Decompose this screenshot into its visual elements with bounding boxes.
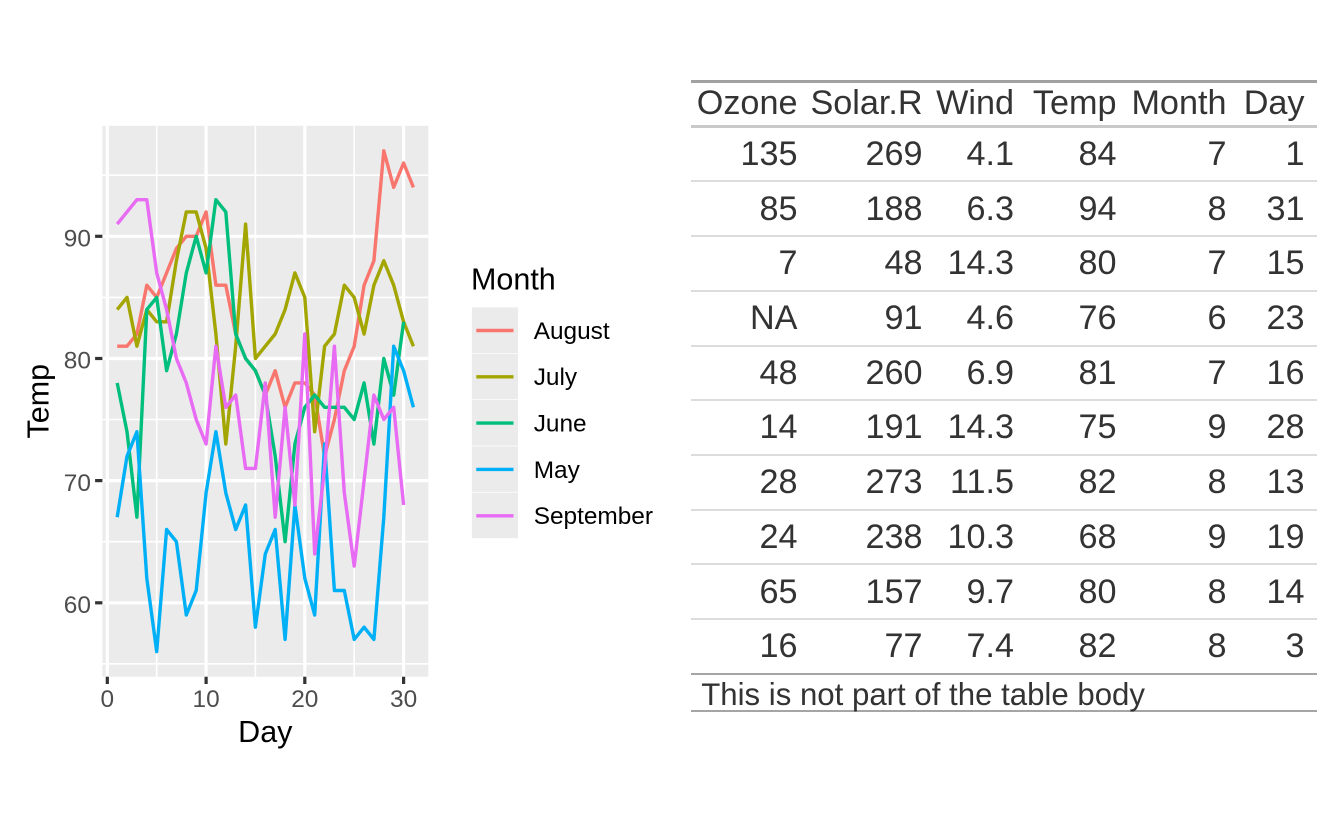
svg-text:30: 30 (390, 686, 417, 713)
svg-text:June: June (534, 411, 587, 438)
svg-text:0: 0 (101, 686, 115, 713)
svg-text:August: August (534, 318, 610, 345)
svg-text:70: 70 (64, 470, 91, 497)
svg-text:September: September (534, 503, 653, 530)
svg-text:10: 10 (193, 686, 220, 713)
svg-text:Day: Day (238, 715, 293, 749)
svg-text:Month: Month (471, 263, 556, 297)
svg-text:90: 90 (64, 226, 91, 253)
svg-text:20: 20 (291, 686, 318, 713)
svg-text:May: May (534, 457, 581, 484)
svg-text:60: 60 (64, 592, 91, 619)
svg-text:80: 80 (64, 348, 91, 375)
svg-text:Temp: Temp (22, 364, 56, 439)
svg-text:July: July (534, 364, 578, 391)
